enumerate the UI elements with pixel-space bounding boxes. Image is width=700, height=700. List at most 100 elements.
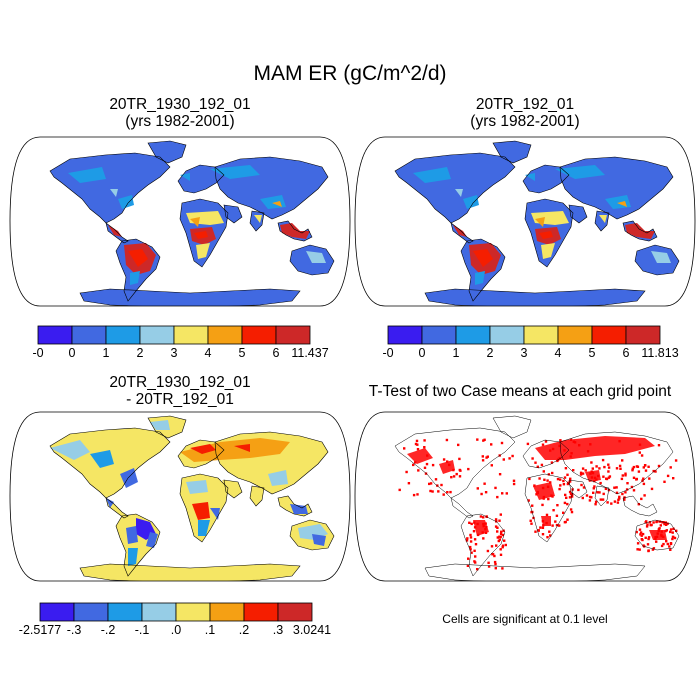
- value-patch: [453, 225, 467, 237]
- colorbar-swatch: [37, 325, 73, 345]
- land-ar: [569, 205, 587, 223]
- panel-title-b-line2: (yrs 1982-2001): [470, 113, 580, 130]
- colorbar-swatch: [243, 602, 279, 622]
- value-patch: [128, 548, 138, 566]
- value-patch: [128, 249, 148, 267]
- colorbar-case-b: [387, 325, 661, 345]
- colorbar-swatch: [207, 325, 243, 345]
- panel-title-a-line1: 20TR_1930_192_01: [109, 96, 251, 113]
- colorbar-label: 6: [272, 346, 280, 360]
- colorbar-case-a-labels: -0 0 1 2 3 4 5 6 11.437: [32, 346, 328, 362]
- value-patch: [541, 243, 555, 259]
- colorbar-swatch: [277, 602, 313, 622]
- map-frame: [9, 411, 351, 582]
- panel-title-diff: 20TR_1930_192_01 - 20TR_192_01: [30, 374, 330, 408]
- value-patch: [475, 271, 485, 285]
- colorbar-label: .1: [204, 623, 216, 637]
- colorbar-label: 11.813: [641, 346, 679, 360]
- value-patch: [234, 444, 250, 452]
- colorbar-case-b-labels: -0 0 1 2 3 4 5 6 11.813: [382, 346, 678, 362]
- colorbar-swatch: [455, 325, 491, 345]
- map-panel-ttest: [354, 411, 696, 582]
- value-patch: [186, 211, 224, 225]
- value-patch: [280, 223, 310, 239]
- colorbar-label: -.2: [100, 623, 116, 637]
- colorbar-label: 4: [204, 346, 212, 360]
- land-eu: [178, 165, 224, 193]
- colorbar-label: -2.5177: [18, 623, 62, 637]
- colorbar-swatch: [173, 325, 209, 345]
- colorbar-swatch: [141, 602, 177, 622]
- land-eu: [523, 165, 569, 193]
- colorbar-swatch: [275, 325, 311, 345]
- value-patch: [192, 502, 210, 520]
- colorbar-swatch: [107, 602, 143, 622]
- value-patch: [198, 520, 210, 536]
- colorbar-label: -.1: [134, 623, 150, 637]
- value-patch: [196, 243, 210, 259]
- value-patch: [108, 225, 122, 237]
- significance-note: Cells are significant at 0.1 level: [442, 612, 608, 626]
- value-patch: [190, 217, 200, 227]
- colorbar-swatch: [591, 325, 627, 345]
- value-patch: [90, 450, 114, 468]
- colorbar-label: 3: [520, 346, 528, 360]
- value-patch: [539, 231, 553, 239]
- colorbar-swatch: [175, 602, 211, 622]
- colorbar-label: -0: [32, 346, 44, 360]
- colorbar-label: 0: [68, 346, 76, 360]
- colorbar-swatch: [71, 325, 107, 345]
- value-patch: [413, 167, 451, 183]
- value-patch: [599, 215, 607, 223]
- land-na: [395, 153, 515, 223]
- value-patch: [222, 480, 238, 492]
- value-patch: [254, 215, 262, 223]
- colorbar-label: 3: [170, 346, 178, 360]
- value-patch: [210, 165, 260, 179]
- colorbar-swatch: [557, 325, 593, 345]
- value-patch: [555, 165, 605, 179]
- land-an: [425, 289, 645, 306]
- colorbar-label: 3.0241: [292, 623, 332, 637]
- panel-title-a-line2: (yrs 1982-2001): [125, 113, 235, 130]
- map-panel-difference: [9, 411, 351, 582]
- value-patch: [272, 201, 282, 207]
- value-patch: [126, 526, 138, 544]
- colorbar-label: 1: [452, 346, 460, 360]
- value-patch: [186, 480, 208, 494]
- colorbar-swatch: [625, 325, 661, 345]
- colorbar-swatch: [209, 602, 245, 622]
- map-frame: [354, 411, 696, 582]
- value-patch: [110, 189, 118, 197]
- value-patch: [290, 504, 308, 514]
- value-patch: [50, 440, 90, 460]
- colorbar-difference-labels: -2.5177 -.3 -.2 -.1 .0 .1 .2 .3 3.0241: [19, 623, 331, 639]
- value-patch: [473, 249, 493, 267]
- colorbar-swatch: [387, 325, 423, 345]
- value-patch: [106, 498, 114, 508]
- colorbar-label: .3: [272, 623, 284, 637]
- colorbar-case-a: [37, 325, 311, 345]
- colorbar-label: 0: [418, 346, 426, 360]
- value-patch: [120, 468, 138, 488]
- land-an: [80, 564, 300, 581]
- value-patch: [455, 189, 463, 197]
- value-patch: [531, 211, 569, 225]
- value-patch: [146, 532, 158, 548]
- value-patch: [180, 438, 290, 462]
- colorbar-swatch: [139, 325, 175, 345]
- panel-title-b: 20TR_192_01 (yrs 1982-2001): [375, 96, 675, 130]
- map-panel-case-b: [354, 136, 696, 307]
- colorbar-swatch: [421, 325, 457, 345]
- colorbar-label: -.3: [66, 623, 82, 637]
- colorbar-label: 5: [238, 346, 246, 360]
- value-patch: [150, 420, 170, 430]
- colorbar-swatch: [39, 602, 75, 622]
- colorbar-difference: [39, 602, 313, 622]
- colorbar-swatch: [73, 602, 109, 622]
- colorbar-label: .2: [238, 623, 250, 637]
- value-patch: [268, 470, 288, 486]
- value-patch: [463, 195, 479, 209]
- value-patch: [312, 534, 326, 546]
- panel-title-b-line1: 20TR_192_01: [475, 96, 575, 113]
